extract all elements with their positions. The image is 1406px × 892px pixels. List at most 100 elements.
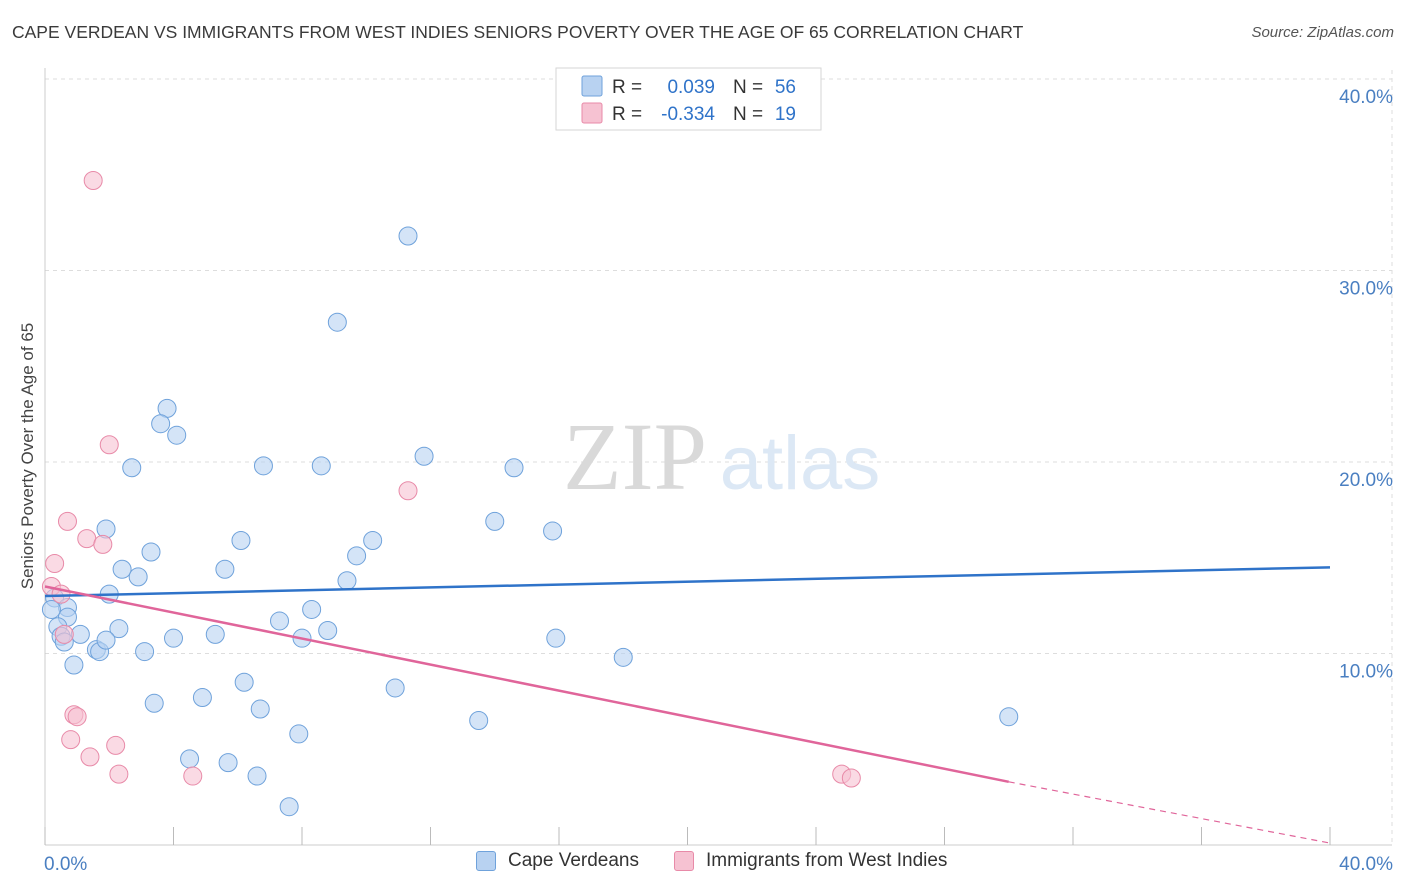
cape-verdeans-point bbox=[205, 624, 225, 644]
cape-verdeans-point bbox=[218, 753, 238, 773]
tick-labels: 10.0% 20.0% 30.0% 40.0% 0.0% 40.0% bbox=[44, 87, 1393, 875]
west-indies-point bbox=[109, 764, 129, 784]
cape-verdeans-point bbox=[546, 628, 566, 648]
cape-verdeans-point bbox=[215, 559, 235, 579]
cape-verdeans-point bbox=[70, 624, 90, 644]
cape-verdeans-point bbox=[234, 672, 254, 692]
west-indies-point bbox=[54, 624, 74, 644]
cape-verdeans-point bbox=[363, 531, 383, 551]
trend-line-west-indies bbox=[44, 585, 1009, 784]
cape-verdeans-point bbox=[247, 766, 267, 786]
cape-verdeans-point bbox=[504, 458, 524, 478]
cape-verdeans-point bbox=[253, 456, 273, 476]
cape-verdeans-point bbox=[543, 521, 563, 541]
west-indies-point bbox=[106, 735, 126, 755]
west-indies-point bbox=[45, 553, 65, 573]
legend-r-value-2: -0.334 bbox=[661, 104, 715, 125]
cape-verdeans-point bbox=[180, 749, 200, 769]
series-legend-label-west-indies: Immigrants from West Indies bbox=[706, 850, 948, 871]
cape-verdeans-point bbox=[192, 688, 212, 708]
west-indies-point bbox=[183, 766, 203, 786]
cape-verdeans-point bbox=[109, 619, 129, 639]
x-tick-label-min: 0.0% bbox=[44, 854, 87, 875]
west-indies-point bbox=[80, 747, 100, 767]
y-axis-label: Seniors Poverty Over the Age of 65 bbox=[18, 323, 37, 589]
cape-verdeans-point bbox=[485, 511, 505, 531]
west-indies-point bbox=[99, 435, 119, 455]
cape-verdeans-point bbox=[167, 425, 187, 445]
y-tick-label: 40.0% bbox=[1339, 87, 1393, 108]
west-indies-point bbox=[77, 529, 97, 549]
cape-verdeans-point bbox=[302, 599, 322, 619]
watermark: ZIP atlas bbox=[563, 403, 880, 510]
trend-line-west-indies-extension bbox=[1008, 781, 1331, 844]
cape-verdeans-point bbox=[96, 630, 116, 650]
cape-verdeans-point bbox=[318, 621, 338, 641]
cape-verdeans-point bbox=[135, 642, 155, 662]
cape-verdeans-point bbox=[613, 647, 633, 667]
cape-verdeans-point bbox=[128, 567, 148, 587]
cape-verdeans-point bbox=[337, 571, 357, 591]
series-legend-label-cape-verdeans: Cape Verdeans bbox=[508, 850, 639, 871]
chart-title: CAPE VERDEAN VS IMMIGRANTS FROM WEST IND… bbox=[12, 22, 1024, 42]
cape-verdeans-point bbox=[231, 531, 251, 551]
legend-r-label-1: R = bbox=[612, 77, 642, 98]
legend-n-value-2: 19 bbox=[775, 104, 796, 125]
cape-verdeans-point bbox=[398, 226, 418, 246]
cape-verdeans-point bbox=[414, 446, 434, 466]
west-indies-point bbox=[398, 481, 418, 501]
legend-n-value-1: 56 bbox=[775, 77, 796, 98]
y-tick-label: 10.0% bbox=[1339, 662, 1393, 683]
x-tick-label-max: 40.0% bbox=[1339, 854, 1393, 875]
cape-verdeans-point bbox=[469, 711, 489, 731]
cape-verdeans-point bbox=[141, 542, 161, 562]
cape-verdeans-point bbox=[64, 655, 84, 675]
cape-verdeans-point bbox=[151, 414, 171, 434]
y-tick-label: 20.0% bbox=[1339, 470, 1393, 491]
legend-swatch-blue bbox=[581, 75, 603, 97]
trend-lines bbox=[44, 566, 1331, 844]
cape-verdeans-point bbox=[279, 797, 299, 817]
legend-r-label-2: R = bbox=[612, 104, 642, 125]
trend-line-cape-verdeans bbox=[44, 566, 1331, 598]
cape-verdeans-point bbox=[999, 707, 1019, 727]
west-indies-point bbox=[83, 170, 103, 190]
series-legend-swatch-blue bbox=[476, 851, 496, 871]
cape-verdeans-point bbox=[41, 599, 61, 619]
cape-verdeans-point bbox=[311, 456, 331, 476]
legend-n-label-1: N = bbox=[733, 77, 763, 98]
cape-verdeans-point bbox=[327, 312, 347, 332]
west-indies-point bbox=[57, 511, 77, 531]
y-tick-label: 30.0% bbox=[1339, 279, 1393, 300]
west-indies-point bbox=[61, 730, 81, 750]
cape-verdeans-point bbox=[164, 628, 183, 648]
cape-verdeans-point bbox=[144, 693, 164, 713]
series-legend-item-west-indies: Immigrants from West Indies bbox=[674, 850, 947, 872]
cape-verdeans-point bbox=[250, 699, 270, 719]
legend-swatch-pink bbox=[581, 102, 603, 124]
series-legend: Cape Verdeans Immigrants from West Indie… bbox=[0, 850, 1406, 880]
cape-verdeans-point bbox=[347, 546, 367, 566]
cape-verdeans-point bbox=[122, 458, 142, 478]
legend-r-value-1: 0.039 bbox=[667, 77, 715, 98]
watermark-zip: ZIP bbox=[563, 403, 707, 510]
west-indies-points bbox=[41, 170, 861, 788]
series-legend-item-cape-verdeans: Cape Verdeans bbox=[476, 850, 639, 872]
watermark-atlas: atlas bbox=[720, 421, 881, 506]
cape-verdeans-point bbox=[289, 724, 309, 744]
west-indies-point bbox=[67, 707, 87, 727]
source-label: Source: ZipAtlas.com bbox=[1251, 24, 1394, 41]
cape-verdeans-point bbox=[270, 611, 290, 631]
grid-lines bbox=[45, 70, 1393, 845]
legend-n-label-2: N = bbox=[733, 104, 763, 125]
cape-verdeans-point bbox=[385, 678, 405, 698]
axes bbox=[44, 68, 1392, 846]
west-indies-point bbox=[841, 768, 861, 788]
cape-verdeans-point bbox=[112, 559, 132, 579]
cape-verdeans-points bbox=[41, 226, 1019, 817]
cape-verdeans-point bbox=[96, 519, 116, 539]
series-legend-swatch-pink bbox=[674, 851, 694, 871]
west-indies-point bbox=[93, 534, 113, 554]
legend: R = 0.039 N = 56 R = -0.334 N = 19 bbox=[555, 67, 822, 131]
